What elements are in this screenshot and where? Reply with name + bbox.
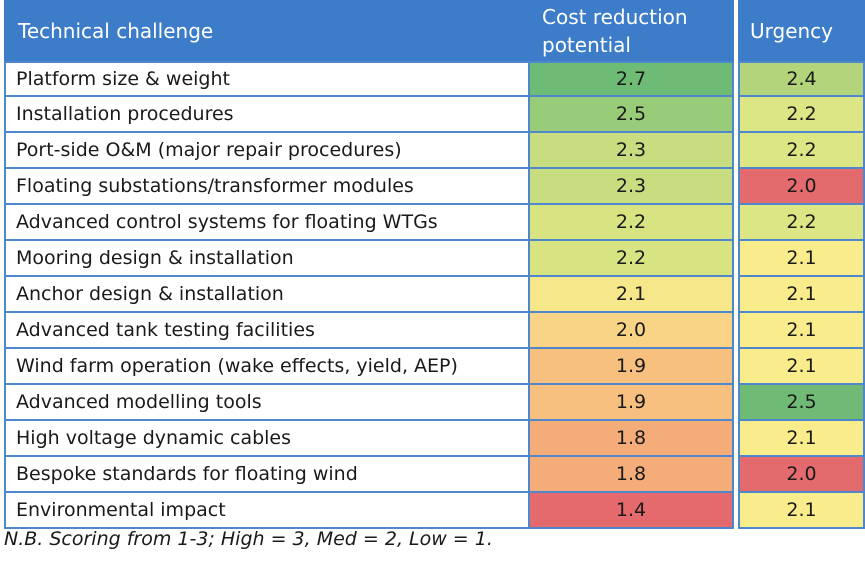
header-gap (734, 0, 738, 61)
table-row: Advanced control systems for floating WT… (4, 205, 865, 241)
column-gap (734, 133, 738, 169)
column-gap (734, 313, 738, 349)
challenge-name: Bespoke standards for floating wind (4, 457, 530, 493)
urgency-score: 2.1 (738, 349, 865, 385)
challenge-name: Advanced tank testing facilities (4, 313, 530, 349)
table-row: Mooring design & installation 2.2 2.1 (4, 241, 865, 277)
cost-reduction-score: 2.2 (530, 205, 734, 241)
column-gap (734, 169, 738, 205)
urgency-score: 2.1 (738, 241, 865, 277)
urgency-score: 2.5 (738, 385, 865, 421)
table-row: Advanced tank testing facilities 2.0 2.1 (4, 313, 865, 349)
table-row: High voltage dynamic cables 1.8 2.1 (4, 421, 865, 457)
column-gap (734, 61, 738, 97)
header-cost-reduction-potential: Cost reduction potential (530, 0, 734, 61)
header-cost-line1: Cost reduction (542, 4, 688, 29)
column-gap (734, 457, 738, 493)
table-row: Bespoke standards for floating wind 1.8 2.… (4, 457, 865, 493)
urgency-score: 2.1 (738, 493, 865, 529)
urgency-score: 2.0 (738, 169, 865, 205)
header-cost-line2: potential (542, 32, 631, 57)
challenge-name: Advanced control systems for floating WT… (4, 205, 530, 241)
challenge-name: Wind farm operation (wake effects, yield… (4, 349, 530, 385)
cost-reduction-score: 1.9 (530, 349, 734, 385)
challenge-name: Environmental impact (4, 493, 530, 529)
urgency-score: 2.4 (738, 61, 865, 97)
header-technical-challenge-label: Technical challenge (18, 18, 214, 43)
cost-reduction-score: 2.1 (530, 277, 734, 313)
table-row: Platform size & weight 2.7 2.4 (4, 61, 865, 97)
cost-reduction-score: 2.2 (530, 241, 734, 277)
column-gap (734, 277, 738, 313)
table-row: Advanced modelling tools 1.9 2.5 (4, 385, 865, 421)
table-row: Anchor design & installation 2.1 2.1 (4, 277, 865, 313)
table-row: Environmental impact 1.4 2.1 (4, 493, 865, 529)
table-row: Installation procedures 2.5 2.2 (4, 97, 865, 133)
urgency-score: 2.2 (738, 97, 865, 133)
table-row: Port-side O&M (major repair procedures) 2… (4, 133, 865, 169)
challenge-name: Floating substations/transformer modules (4, 169, 530, 205)
column-gap (734, 241, 738, 277)
header-row: Technical challenge Cost reduction poten… (4, 0, 865, 61)
table-row: Wind farm operation (wake effects, yield… (4, 349, 865, 385)
header-technical-challenge: Technical challenge (4, 0, 530, 61)
cost-reduction-score: 1.9 (530, 385, 734, 421)
column-gap (734, 385, 738, 421)
challenge-name: Platform size & weight (4, 61, 530, 97)
cost-reduction-score: 1.8 (530, 457, 734, 493)
header-urgency: Urgency (738, 0, 865, 61)
urgency-score: 2.1 (738, 277, 865, 313)
scoring-note: N.B. Scoring from 1-3; High = 3, Med = 2… (4, 528, 493, 550)
urgency-score: 2.2 (738, 133, 865, 169)
challenge-name: Anchor design & installation (4, 277, 530, 313)
challenge-name: Installation procedures (4, 97, 530, 133)
urgency-score: 2.1 (738, 313, 865, 349)
urgency-score: 2.0 (738, 457, 865, 493)
table-row: Floating substations/transformer modules… (4, 169, 865, 205)
challenge-name: Advanced modelling tools (4, 385, 530, 421)
cost-reduction-score: 2.3 (530, 169, 734, 205)
cost-reduction-score: 2.0 (530, 313, 734, 349)
column-gap (734, 205, 738, 241)
column-gap (734, 493, 738, 529)
cost-reduction-score: 2.5 (530, 97, 734, 133)
technical-challenges-table: Technical challenge Cost reduction poten… (4, 0, 865, 529)
cost-reduction-score: 1.4 (530, 493, 734, 529)
cost-reduction-score: 2.3 (530, 133, 734, 169)
header-urgency-label: Urgency (750, 18, 834, 43)
column-gap (734, 349, 738, 385)
challenge-name: Port-side O&M (major repair procedures) (4, 133, 530, 169)
urgency-score: 2.1 (738, 421, 865, 457)
urgency-score: 2.2 (738, 205, 865, 241)
cost-reduction-score: 2.7 (530, 61, 734, 97)
column-gap (734, 97, 738, 133)
challenge-name: High voltage dynamic cables (4, 421, 530, 457)
challenge-name: Mooring design & installation (4, 241, 530, 277)
table-body: Platform size & weight 2.7 2.4 Installation… (4, 61, 865, 529)
cost-reduction-score: 1.8 (530, 421, 734, 457)
column-gap (734, 421, 738, 457)
